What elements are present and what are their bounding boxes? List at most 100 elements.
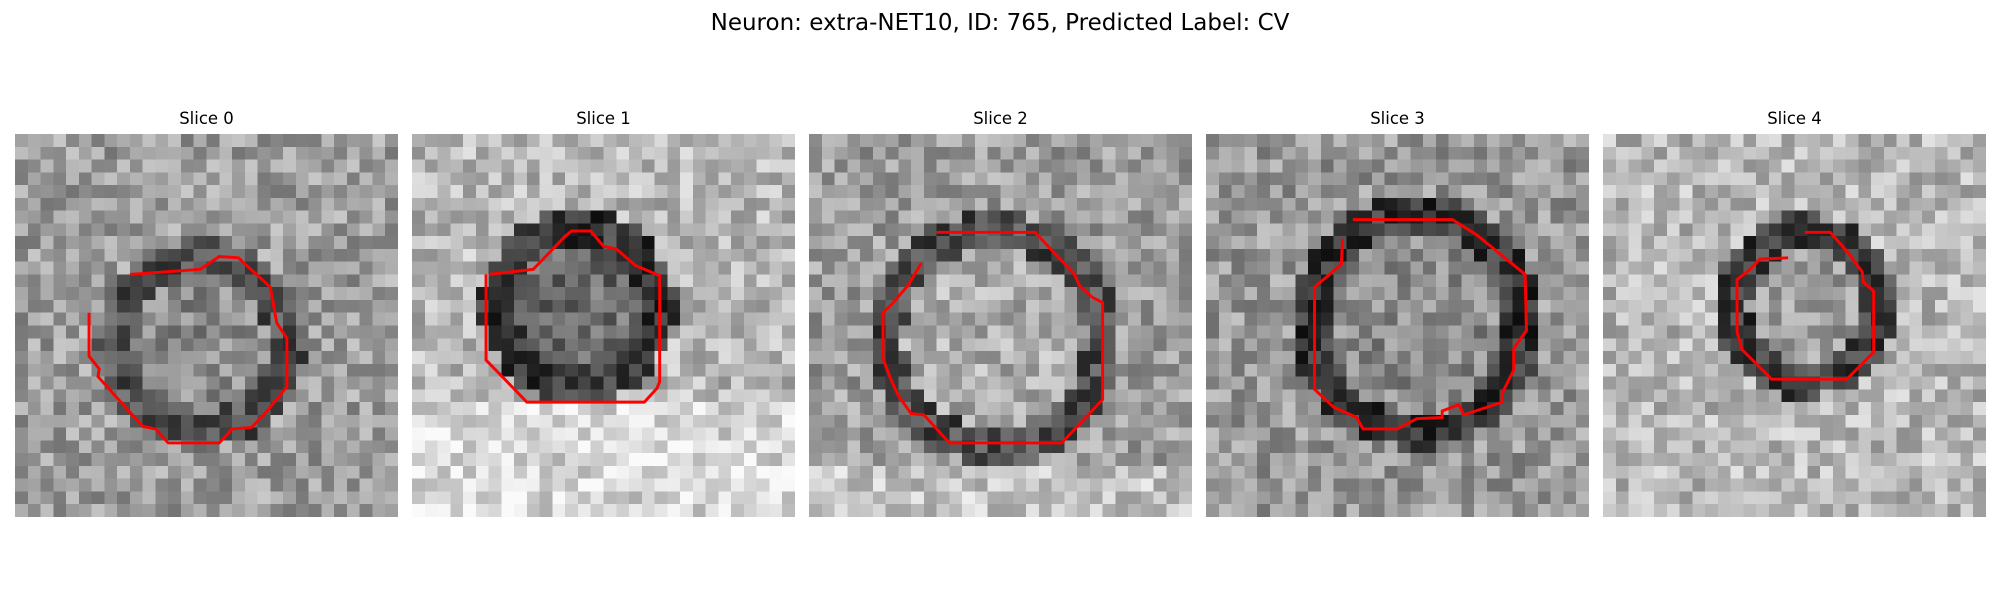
image-pixel: [1717, 414, 1731, 428]
image-pixel: [206, 338, 220, 352]
image-pixel: [142, 210, 156, 224]
image-pixel: [168, 478, 182, 492]
image-pixel: [15, 248, 29, 262]
image-pixel: [860, 299, 874, 313]
image-pixel: [232, 274, 246, 288]
image-pixel: [1166, 159, 1180, 173]
image-pixel: [1051, 453, 1065, 467]
image-pixel: [1269, 465, 1283, 479]
image-pixel: [488, 146, 502, 160]
image-pixel: [911, 376, 925, 390]
image-pixel: [40, 146, 54, 160]
image-pixel: [15, 261, 29, 275]
image-pixel: [1179, 248, 1192, 262]
image-pixel: [1179, 312, 1192, 326]
image-pixel: [475, 236, 489, 250]
image-pixel: [1934, 338, 1948, 352]
image-pixel: [949, 351, 963, 365]
image-pixel: [1883, 236, 1897, 250]
image-pixel: [949, 427, 963, 441]
image-pixel: [1102, 261, 1116, 275]
image-pixel: [1013, 504, 1027, 517]
image-pixel: [872, 504, 886, 517]
image-pixel: [1756, 223, 1770, 237]
image-pixel: [1486, 478, 1500, 492]
image-pixel: [1756, 427, 1770, 441]
image-pixel: [1820, 389, 1834, 403]
image-pixel: [1051, 223, 1065, 237]
image-pixel: [667, 325, 681, 339]
image-pixel: [1206, 236, 1220, 250]
image-pixel: [1550, 146, 1564, 160]
image-pixel: [629, 491, 643, 505]
image-pixel: [346, 248, 360, 262]
image-pixel: [1102, 376, 1116, 390]
image-pixel: [667, 453, 681, 467]
image-pixel: [1768, 389, 1782, 403]
image-pixel: [1909, 287, 1923, 301]
image-pixel: [463, 363, 477, 377]
image-pixel: [1410, 146, 1424, 160]
image-pixel: [1641, 299, 1655, 313]
image-pixel: [1179, 491, 1192, 505]
image-pixel: [885, 491, 899, 505]
image-pixel: [1064, 223, 1078, 237]
image-pixel: [219, 197, 233, 211]
image-pixel: [987, 453, 1001, 467]
image-pixel: [501, 402, 515, 416]
image-pixel: [1218, 491, 1232, 505]
image-pixel: [1448, 351, 1462, 365]
image-pixel: [539, 172, 553, 186]
image-pixel: [936, 402, 950, 416]
image-pixel: [565, 338, 579, 352]
image-pixel: [514, 402, 528, 416]
image-pixel: [731, 478, 745, 492]
image-pixel: [1000, 363, 1014, 377]
image-pixel: [974, 338, 988, 352]
image-pixel: [577, 389, 591, 403]
image-pixel: [308, 478, 322, 492]
image-pixel: [526, 491, 540, 505]
image-pixel: [346, 146, 360, 160]
image-pixel: [283, 223, 297, 237]
image-pixel: [1244, 197, 1258, 211]
image-pixel: [1064, 465, 1078, 479]
image-pixel: [372, 210, 386, 224]
image-pixel: [1858, 363, 1872, 377]
image-pixel: [577, 159, 591, 173]
image-pixel: [117, 440, 131, 454]
image-pixel: [1743, 248, 1757, 262]
image-pixel: [1308, 478, 1322, 492]
image-pixel: [283, 146, 297, 160]
image-pixel: [1563, 453, 1577, 467]
image-pixel: [974, 465, 988, 479]
image-pixel: [1615, 453, 1629, 467]
image-pixel: [1871, 504, 1885, 517]
image-pixel: [1525, 363, 1539, 377]
image-pixel: [821, 414, 835, 428]
image-pixel: [1550, 248, 1564, 262]
image-pixel: [372, 236, 386, 250]
image-pixel: [1922, 274, 1936, 288]
image-pixel: [1282, 223, 1296, 237]
image-pixel: [40, 134, 54, 148]
image-pixel: [40, 478, 54, 492]
image-pixel: [641, 223, 655, 237]
image-pixel: [91, 146, 105, 160]
image-pixel: [129, 274, 143, 288]
image-pixel: [180, 185, 194, 199]
image-pixel: [1934, 248, 1948, 262]
image-pixel: [1756, 389, 1770, 403]
image-pixel: [155, 172, 169, 186]
image-pixel: [552, 414, 566, 428]
image-pixel: [475, 440, 489, 454]
image-pixel: [603, 414, 617, 428]
image-pixel: [334, 491, 348, 505]
image-pixel: [1077, 478, 1091, 492]
image-pixel: [1102, 248, 1116, 262]
image-pixel: [283, 248, 297, 262]
image-pixel: [1576, 478, 1589, 492]
image-pixel: [1896, 325, 1910, 339]
image-pixel: [1333, 287, 1347, 301]
image-pixel: [898, 210, 912, 224]
